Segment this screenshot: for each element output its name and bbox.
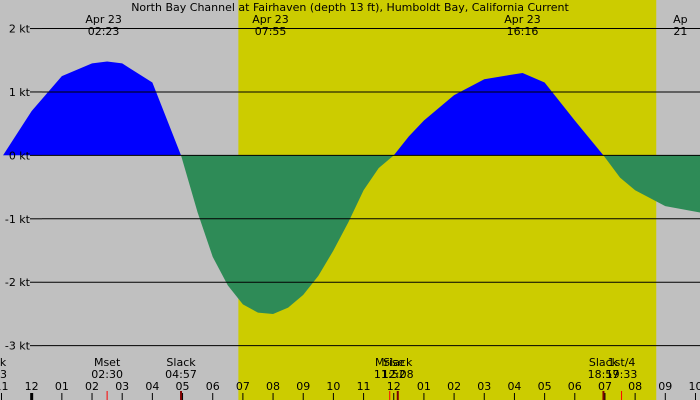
y-tick-label: -2 kt [5, 276, 31, 289]
event-name-label: Mset [94, 356, 121, 369]
hour-tick-label: 01 [55, 380, 69, 393]
extreme-time-label: 07:55 [255, 25, 287, 38]
chart-title: North Bay Channel at Fairhaven (depth 13… [131, 1, 569, 14]
y-tick-label: -1 kt [5, 213, 31, 226]
ebb-current-area [3, 155, 700, 314]
extreme-time-label: 16:16 [507, 25, 539, 38]
hour-tick-label: 05 [176, 380, 190, 393]
hour-tick-label: 03 [477, 380, 491, 393]
hour-tick-label: 04 [145, 380, 159, 393]
hour-tick-label: 12 [25, 380, 39, 393]
y-tick-label: -3 kt [5, 340, 31, 353]
event-time-label: 04:57 [165, 368, 197, 381]
event-time-label: 12:08 [382, 368, 414, 381]
event-name-label: ck [0, 356, 7, 369]
hour-tick-label: 10 [688, 380, 700, 393]
flood-current-area [3, 61, 700, 156]
x-axis-hour-ticks: 11 12 01 02 03 04 05 06 07 08 09 10 11 12 01 02 03 04 05 06… [0, 380, 700, 400]
event-time-label: 43 [0, 368, 7, 381]
hour-tick-label: 11 [357, 380, 371, 393]
hour-tick-label: 11 [0, 380, 9, 393]
event-time-label: 02:30 [91, 368, 123, 381]
extreme-time-label: 21 [673, 25, 687, 38]
grid-lines [30, 28, 700, 347]
y-tick-label: 0 kt [9, 149, 31, 162]
event-labels: ck43Mset02:30Slack04:57Mrise11:52Slack12… [0, 356, 637, 400]
event-name-label: Slack [383, 356, 413, 369]
event-name-label: Mrise [375, 356, 405, 369]
hour-tick-label: 10 [326, 380, 340, 393]
event-time-label: 11:52 [374, 368, 406, 381]
hour-tick-label: 09 [296, 380, 310, 393]
y-tick-label: 2 kt [9, 23, 31, 36]
extreme-date-label: Apr 23 [504, 13, 541, 26]
event-name-label: 1st/4 [608, 356, 636, 369]
hour-tick-label: 08 [628, 380, 642, 393]
extreme-time-label: 02:23 [88, 25, 120, 38]
hour-tick-label: 06 [568, 380, 582, 393]
extreme-date-label: Ap [673, 13, 688, 26]
hour-tick-label: 07 [598, 380, 612, 393]
hour-tick-label: 08 [266, 380, 280, 393]
hour-tick-label: 07 [236, 380, 250, 393]
event-name-label: Slack [166, 356, 196, 369]
hour-tick-label: 06 [206, 380, 220, 393]
hour-tick-label: 02 [85, 380, 99, 393]
event-time-label: 18:57 [588, 368, 620, 381]
y-tick-label: 1 kt [9, 86, 31, 99]
extreme-date-label: Apr 23 [85, 13, 122, 26]
hour-tick-label: 04 [507, 380, 521, 393]
hour-tick-label: 09 [658, 380, 672, 393]
hour-tick-label: 02 [447, 380, 461, 393]
hour-tick-label: 05 [538, 380, 552, 393]
extreme-date-label: Apr 23 [252, 13, 289, 26]
y-axis-ticks: 2 kt 1 kt 0 kt -1 kt -2 kt -3 kt [5, 23, 31, 353]
hour-tick-label: 03 [115, 380, 129, 393]
event-time-label: 19:33 [606, 368, 638, 381]
hour-tick-label: 01 [417, 380, 431, 393]
hour-tick-label: 12 [387, 380, 401, 393]
event-name-label: Slack [589, 356, 619, 369]
